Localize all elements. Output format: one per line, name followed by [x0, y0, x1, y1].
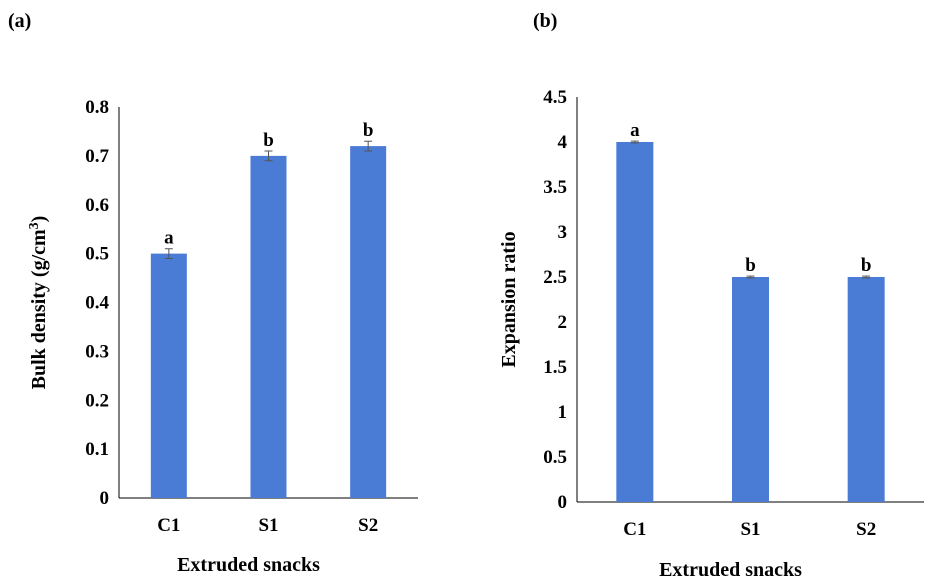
y-tick-label-b-1: 0.5: [543, 447, 567, 468]
panel-label-b: (b): [533, 10, 558, 32]
x-category-label-b-S2: S2: [856, 519, 876, 540]
y-tick-label-a-4: 0.4: [85, 293, 109, 314]
significance-label-b-S2: b: [861, 255, 872, 276]
x-category-label-a-C1: C1: [157, 515, 180, 536]
y-tick-label-b-3: 1.5: [543, 357, 567, 378]
panel-label-a: (a): [8, 10, 32, 32]
y-tick-label-b-2: 1: [558, 402, 568, 423]
bar-a-C1: [150, 253, 187, 498]
y-tick-label-b-0: 0: [558, 492, 568, 513]
y-tick-label-a-1: 0.1: [85, 439, 109, 460]
y-tick-label-b-9: 4.5: [543, 87, 567, 108]
significance-label-a-S2: b: [363, 120, 374, 141]
y-axis-title-a: Bulk density (g/cm3): [27, 216, 51, 390]
y-tick-label-b-6: 3: [558, 222, 568, 243]
y-axis-title-close-a: ): [28, 216, 50, 223]
bar-b-C1: [616, 142, 654, 502]
y-tick-label-a-7: 0.7: [85, 146, 109, 167]
significance-label-b-S1: b: [745, 255, 756, 276]
bar-a-S1: [250, 155, 287, 498]
x-category-label-b-C1: C1: [623, 519, 646, 540]
y-tick-label-b-4: 2: [558, 312, 568, 333]
significance-label-a-C1: a: [164, 228, 174, 249]
y-tick-label-a-5: 0.5: [85, 244, 109, 265]
significance-label-b-C1: a: [630, 120, 640, 141]
bar-b-S2: [847, 277, 885, 502]
x-axis-title-a: Extruded snacks: [177, 554, 320, 576]
y-axis-title-b: Expansion ratio: [498, 231, 520, 367]
y-tick-label-b-8: 4: [558, 132, 568, 153]
bar-a-S2: [350, 146, 387, 498]
x-category-label-a-S2: S2: [358, 515, 378, 536]
y-tick-label-a-2: 0.2: [85, 390, 109, 411]
y-tick-label-b-5: 2.5: [543, 267, 567, 288]
y-axis-title-superscript-a: 3: [27, 222, 42, 229]
x-category-label-a-S1: S1: [258, 515, 278, 536]
x-axis-title-b: Extruded snacks: [659, 559, 802, 577]
x-category-label-b-S1: S1: [740, 519, 760, 540]
y-tick-label-a-6: 0.6: [85, 195, 109, 216]
y-tick-label-a-3: 0.3: [85, 341, 109, 362]
y-tick-label-a-8: 0.8: [85, 97, 109, 118]
bar-b-S1: [732, 277, 769, 502]
y-tick-label-b-7: 3.5: [543, 177, 567, 198]
significance-label-a-S1: b: [263, 130, 274, 151]
y-tick-label-a-0: 0: [100, 488, 110, 509]
